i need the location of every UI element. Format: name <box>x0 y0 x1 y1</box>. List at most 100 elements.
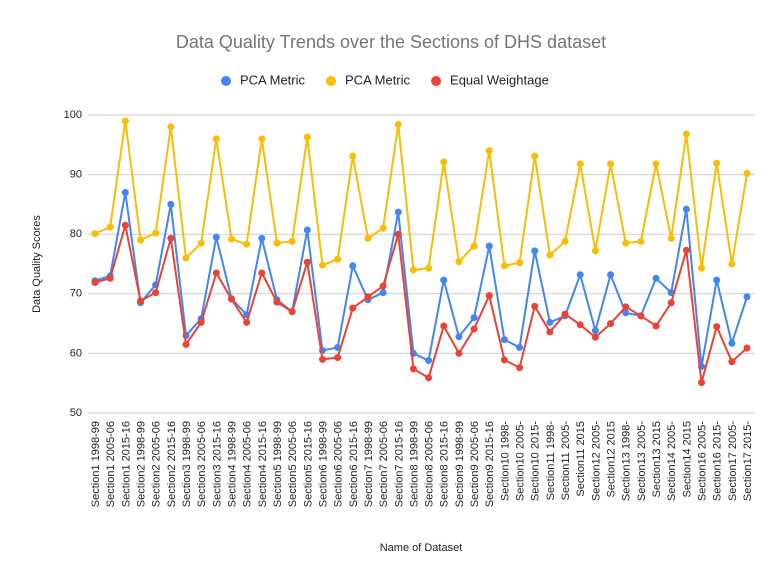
data-point <box>531 152 539 160</box>
data-point <box>455 258 463 266</box>
data-point <box>728 339 736 347</box>
data-point <box>106 274 114 282</box>
data-point <box>394 208 402 216</box>
data-point <box>364 234 372 242</box>
data-point <box>470 242 478 250</box>
data-point <box>197 318 205 326</box>
data-point <box>682 205 690 213</box>
x-tick-label: Section7 2015-16 <box>393 421 405 507</box>
x-tick-label: Section6 1998-99 <box>317 421 329 507</box>
data-point <box>334 255 342 263</box>
x-tick-label: Section5 2005-06 <box>287 421 299 507</box>
x-tick-label: Section11 2005- <box>560 421 572 501</box>
data-point <box>106 223 114 231</box>
data-point <box>334 354 342 362</box>
data-point <box>698 264 706 272</box>
data-point <box>394 230 402 238</box>
y-tick-label: 70 <box>70 288 82 300</box>
data-point <box>743 293 751 301</box>
data-point <box>531 302 539 310</box>
x-tick-label: Section17 2005- <box>727 421 739 501</box>
data-point <box>591 247 599 255</box>
data-point <box>728 358 736 366</box>
x-tick-label: Section6 2015-16 <box>348 421 360 507</box>
data-point <box>622 239 630 247</box>
x-tick-label: Section7 1998-99 <box>363 421 375 507</box>
legend-marker <box>326 76 337 86</box>
data-point <box>121 188 129 196</box>
data-point <box>167 123 175 131</box>
x-tick-label: Section4 1998-99 <box>226 421 238 507</box>
x-tick-label: Section4 2015-16 <box>257 421 269 507</box>
data-point <box>667 299 675 307</box>
data-point <box>516 364 524 372</box>
x-tick-label: Section13 2005- <box>636 421 648 501</box>
data-point <box>682 246 690 254</box>
data-point <box>121 117 129 125</box>
data-point <box>516 259 524 267</box>
data-point <box>561 310 569 318</box>
x-tick-label: Section13 2015 <box>651 421 663 497</box>
data-point <box>349 152 357 160</box>
data-point <box>318 355 326 363</box>
data-point <box>425 357 433 365</box>
data-point <box>713 323 721 331</box>
data-point <box>91 278 99 286</box>
data-point <box>243 318 251 326</box>
data-point <box>743 169 751 177</box>
data-point <box>455 333 463 341</box>
x-tick-label: Section14 2005- <box>666 421 678 501</box>
x-tick-label: Section14 2015 <box>681 421 693 497</box>
data-point <box>682 130 690 138</box>
data-point <box>273 239 281 247</box>
y-tick-label: 90 <box>70 169 82 181</box>
data-point <box>743 344 751 352</box>
data-point <box>379 289 387 297</box>
data-point <box>637 237 645 245</box>
data-point <box>136 236 144 244</box>
data-point <box>546 251 554 259</box>
data-point <box>440 276 448 284</box>
x-tick-label: Section2 2015-16 <box>166 421 178 507</box>
data-point <box>531 247 539 255</box>
legend-label: Equal Weightage <box>450 72 549 87</box>
y-axis-title: Data Quality Scores <box>31 215 43 313</box>
x-tick-label: Section12 2005- <box>590 421 602 501</box>
data-point <box>136 297 144 305</box>
data-point <box>409 266 417 274</box>
y-tick-label: 50 <box>70 407 82 419</box>
data-point <box>637 312 645 320</box>
data-point <box>379 224 387 232</box>
data-point <box>652 160 660 168</box>
data-point <box>607 160 615 168</box>
data-point <box>713 159 721 167</box>
data-point <box>212 135 220 143</box>
x-tick-label: Section10 2015- <box>530 421 542 501</box>
data-point <box>667 234 675 242</box>
x-tick-label: Section16 2005- <box>697 421 709 501</box>
x-tick-label: Section4 2005-06 <box>242 421 254 507</box>
data-point <box>546 328 554 336</box>
data-point <box>288 308 296 316</box>
data-point <box>576 271 584 279</box>
x-tick-label: Section7 2005-06 <box>378 421 390 507</box>
data-point <box>394 121 402 129</box>
data-point <box>516 343 524 351</box>
data-point <box>485 292 493 300</box>
x-tick-label: Section10 1998- <box>499 421 511 501</box>
x-tick-label: Section12 2015 <box>606 421 618 497</box>
data-point <box>303 258 311 266</box>
x-tick-label: Section8 2005-06 <box>424 421 436 507</box>
data-point <box>546 318 554 326</box>
x-tick-label: Section9 1998-99 <box>454 421 466 507</box>
data-point <box>303 133 311 141</box>
x-tick-label: Section11 2015 <box>575 421 587 497</box>
x-tick-label: Section9 2005-06 <box>469 421 481 507</box>
data-point <box>652 274 660 282</box>
data-point <box>258 269 266 277</box>
x-tick-label: Section10 2005- <box>515 421 527 501</box>
data-point <box>379 282 387 290</box>
x-tick-label: Section17 2015- <box>742 421 754 501</box>
